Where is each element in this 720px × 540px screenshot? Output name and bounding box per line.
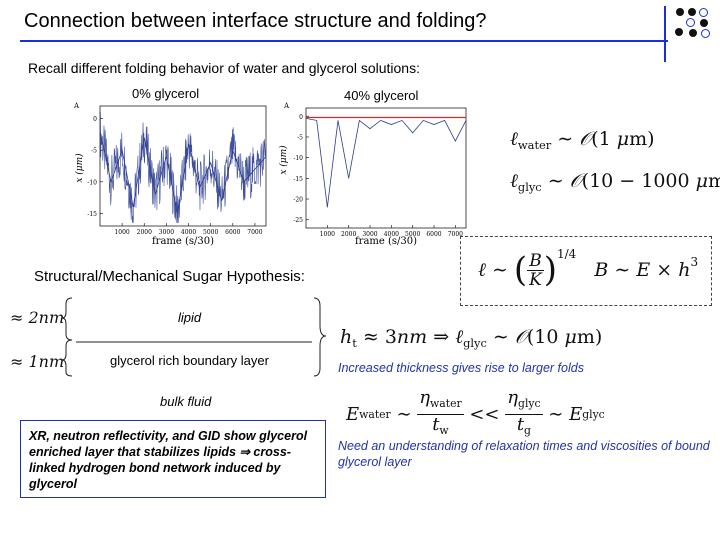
plot-xlabel: frame (s/30) [355, 236, 417, 247]
logo-divider [664, 6, 666, 62]
plot-left-label: 0% glycerol [132, 86, 200, 101]
y-tick-label: -5 [91, 148, 97, 155]
plot-ylabel: x (μm) [278, 145, 289, 175]
right-trace [305, 116, 467, 208]
xr-findings-box: XR, neutron reflectivity, and GID show g… [20, 420, 326, 498]
y-tick-label: -15 [87, 211, 97, 218]
layer-glycerol-label: glycerol rich boundary layer [110, 353, 269, 368]
x-tick-label: 7000 [247, 229, 262, 236]
plot-corner-label: A [283, 102, 290, 110]
plot-right-label: 40% glycerol [344, 88, 419, 103]
logo-dot [700, 19, 708, 27]
x-tick-label: 3000 [362, 231, 377, 238]
note-thickness: Increased thickness gives rise to larger… [338, 361, 584, 375]
x-tick-label: 2000 [137, 229, 152, 236]
series-line-detail [99, 111, 267, 223]
x-tick-label: 1000 [114, 229, 129, 236]
x-tick-label: 3000 [159, 229, 174, 236]
x-tick-label: 7000 [448, 231, 463, 238]
plot-ylabel: x (μm) [74, 153, 85, 183]
y-tick-label: -5 [297, 134, 303, 141]
layer-lipid-label: lipid [178, 310, 202, 325]
scaling-formula-box [460, 236, 712, 306]
note-relaxation: Need an understanding of relaxation time… [338, 439, 710, 469]
x-tick-label: 2000 [341, 231, 356, 238]
formula-l-glyc: ℓglyc ∼ 𝒪(10 − 1000 μm) [510, 170, 720, 194]
left-brace-top [61, 297, 73, 341]
hypothesis-heading: Structural/Mechanical Sugar Hypothesis: [34, 268, 305, 285]
logo-dot [701, 29, 710, 38]
y-tick-label: 0 [299, 114, 303, 121]
plot-40-glycerol: A 0 -5 -10 -15 -20 -25 1000 2000 3000 4000 5000 60… [278, 102, 467, 247]
x-tick-label: 4000 [181, 229, 196, 236]
logo-dots [672, 6, 716, 40]
plot-xlabel: frame (s/30) [152, 236, 214, 247]
y-tick-label: -10 [293, 155, 303, 162]
left-trace [99, 111, 267, 223]
layer-brackets [61, 297, 327, 377]
plot-corner-label: A [73, 102, 80, 110]
right-brace [313, 297, 327, 377]
y-tick-label: -25 [293, 217, 303, 224]
logo-dot [699, 8, 708, 17]
layer-bulk-label: bulk fluid [160, 394, 212, 409]
plot-0-glycerol: A 0 -5 -10 -15 1000 2000 3000 4000 5000 6000 7000… [73, 102, 267, 247]
plot-frame [305, 107, 467, 229]
x-tick-label: 1000 [320, 231, 335, 238]
y-tick-label: 0 [93, 116, 97, 123]
title-underline [20, 40, 668, 42]
series-line [305, 117, 467, 208]
logo-dot [686, 18, 695, 27]
x-tick-label: 4000 [384, 231, 399, 238]
intro-text: Recall different folding behavior of wat… [28, 60, 420, 76]
x-tick-label: 6000 [225, 229, 240, 236]
y-tick-label: -20 [293, 197, 303, 204]
x-tick-label: 6000 [426, 231, 441, 238]
formula-h-t: ht ≈ 3nm ⇒ ℓglyc ∼ 𝒪(10 μm) [340, 326, 603, 350]
page-title: Connection between interface structure a… [24, 10, 487, 32]
left-brace-bottom [61, 339, 73, 377]
logo-dot [688, 8, 696, 16]
x-tick-label: 5000 [405, 231, 420, 238]
xr-findings-text: XR, neutron reflectivity, and GID show g… [29, 429, 308, 491]
logo-dot [675, 28, 683, 36]
y-tick-label: -15 [293, 176, 303, 183]
plot-frame [99, 105, 267, 227]
x-tick-label: 5000 [203, 229, 218, 236]
logo-dot [676, 8, 684, 16]
formula-l-water: ℓwater ∼ 𝒪(1 μm) [510, 128, 655, 152]
logo-dot [689, 29, 697, 37]
y-tick-label: -10 [87, 179, 97, 186]
thickness-2nm: ≈ 2nm [10, 308, 65, 327]
thickness-1nm: ≈ 1nm [10, 352, 65, 371]
